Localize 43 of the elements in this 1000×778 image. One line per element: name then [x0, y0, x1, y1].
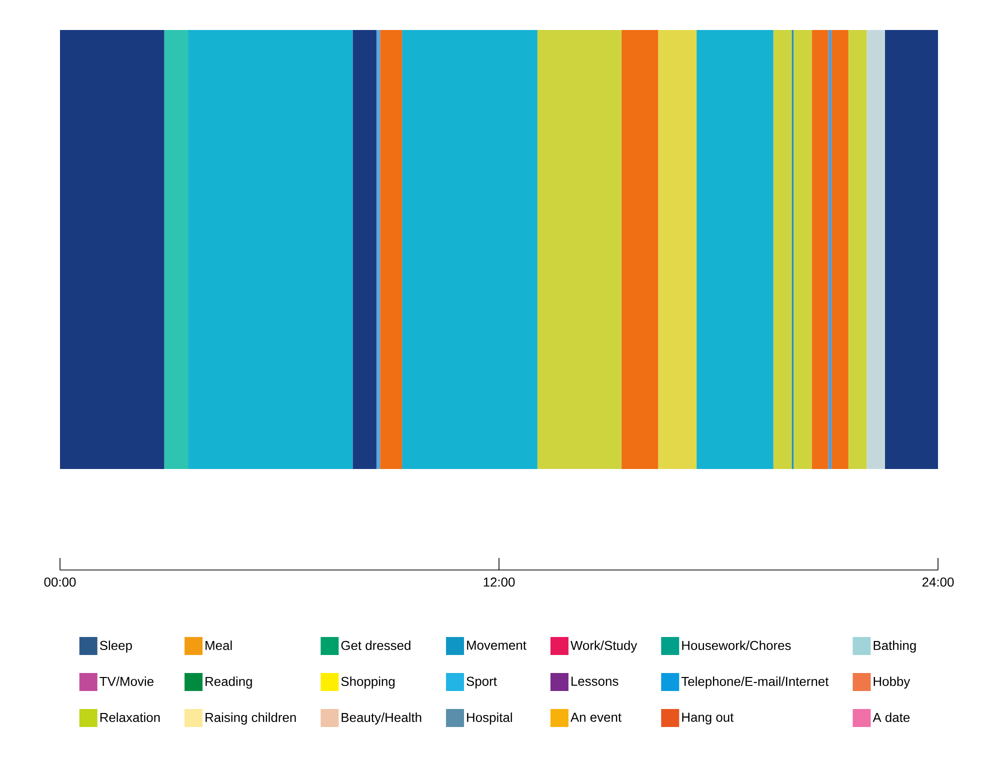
bar — [773, 30, 792, 470]
legend-label: Bathing — [874, 640, 916, 653]
x-tick-label: 12:00 — [484, 578, 515, 587]
legend-label: Sport — [466, 676, 497, 688]
bar — [848, 30, 867, 470]
legend-label: Relaxation — [100, 712, 160, 722]
bar — [537, 30, 622, 470]
legend-label: Raising children — [206, 712, 296, 725]
legend-label: Reading — [206, 676, 252, 689]
bar — [188, 30, 353, 470]
bar — [402, 30, 538, 470]
bar — [812, 30, 828, 470]
legend-label: Hang out — [682, 712, 734, 724]
legend-label: Hospital — [467, 712, 512, 725]
legend-label: Meal — [206, 640, 232, 650]
bar — [794, 30, 812, 470]
bar — [60, 30, 164, 470]
legend-label: Hobby — [874, 676, 910, 689]
x-tick-label: 00:00 — [44, 578, 76, 587]
x-tick-label: 24:00 — [922, 578, 954, 587]
legend-label: Housework/Chores — [682, 640, 791, 650]
legend-label: Sleep — [100, 640, 132, 653]
bar — [696, 30, 774, 470]
bar — [658, 30, 697, 470]
bar — [380, 30, 402, 470]
legend-label: A date — [872, 712, 910, 722]
bar — [622, 30, 658, 470]
legend-label: Movement — [467, 640, 526, 650]
legend-label: Telephone/E-mail/Internet — [681, 676, 829, 689]
bar — [352, 30, 376, 470]
bar — [866, 30, 885, 470]
bar — [884, 30, 938, 470]
bar — [828, 30, 832, 470]
legend-label: Work/Study — [570, 640, 638, 653]
legend-label: TV/Movie — [100, 676, 154, 686]
legend-label: Lessons — [572, 676, 618, 686]
bar — [376, 30, 380, 470]
bar — [164, 30, 188, 470]
legend-label: Shopping — [341, 676, 395, 689]
legend-label: Get dressed — [341, 640, 410, 650]
legend-label: An event — [570, 712, 622, 722]
bar — [832, 30, 848, 470]
legend-label: Beauty/Health — [342, 712, 422, 725]
